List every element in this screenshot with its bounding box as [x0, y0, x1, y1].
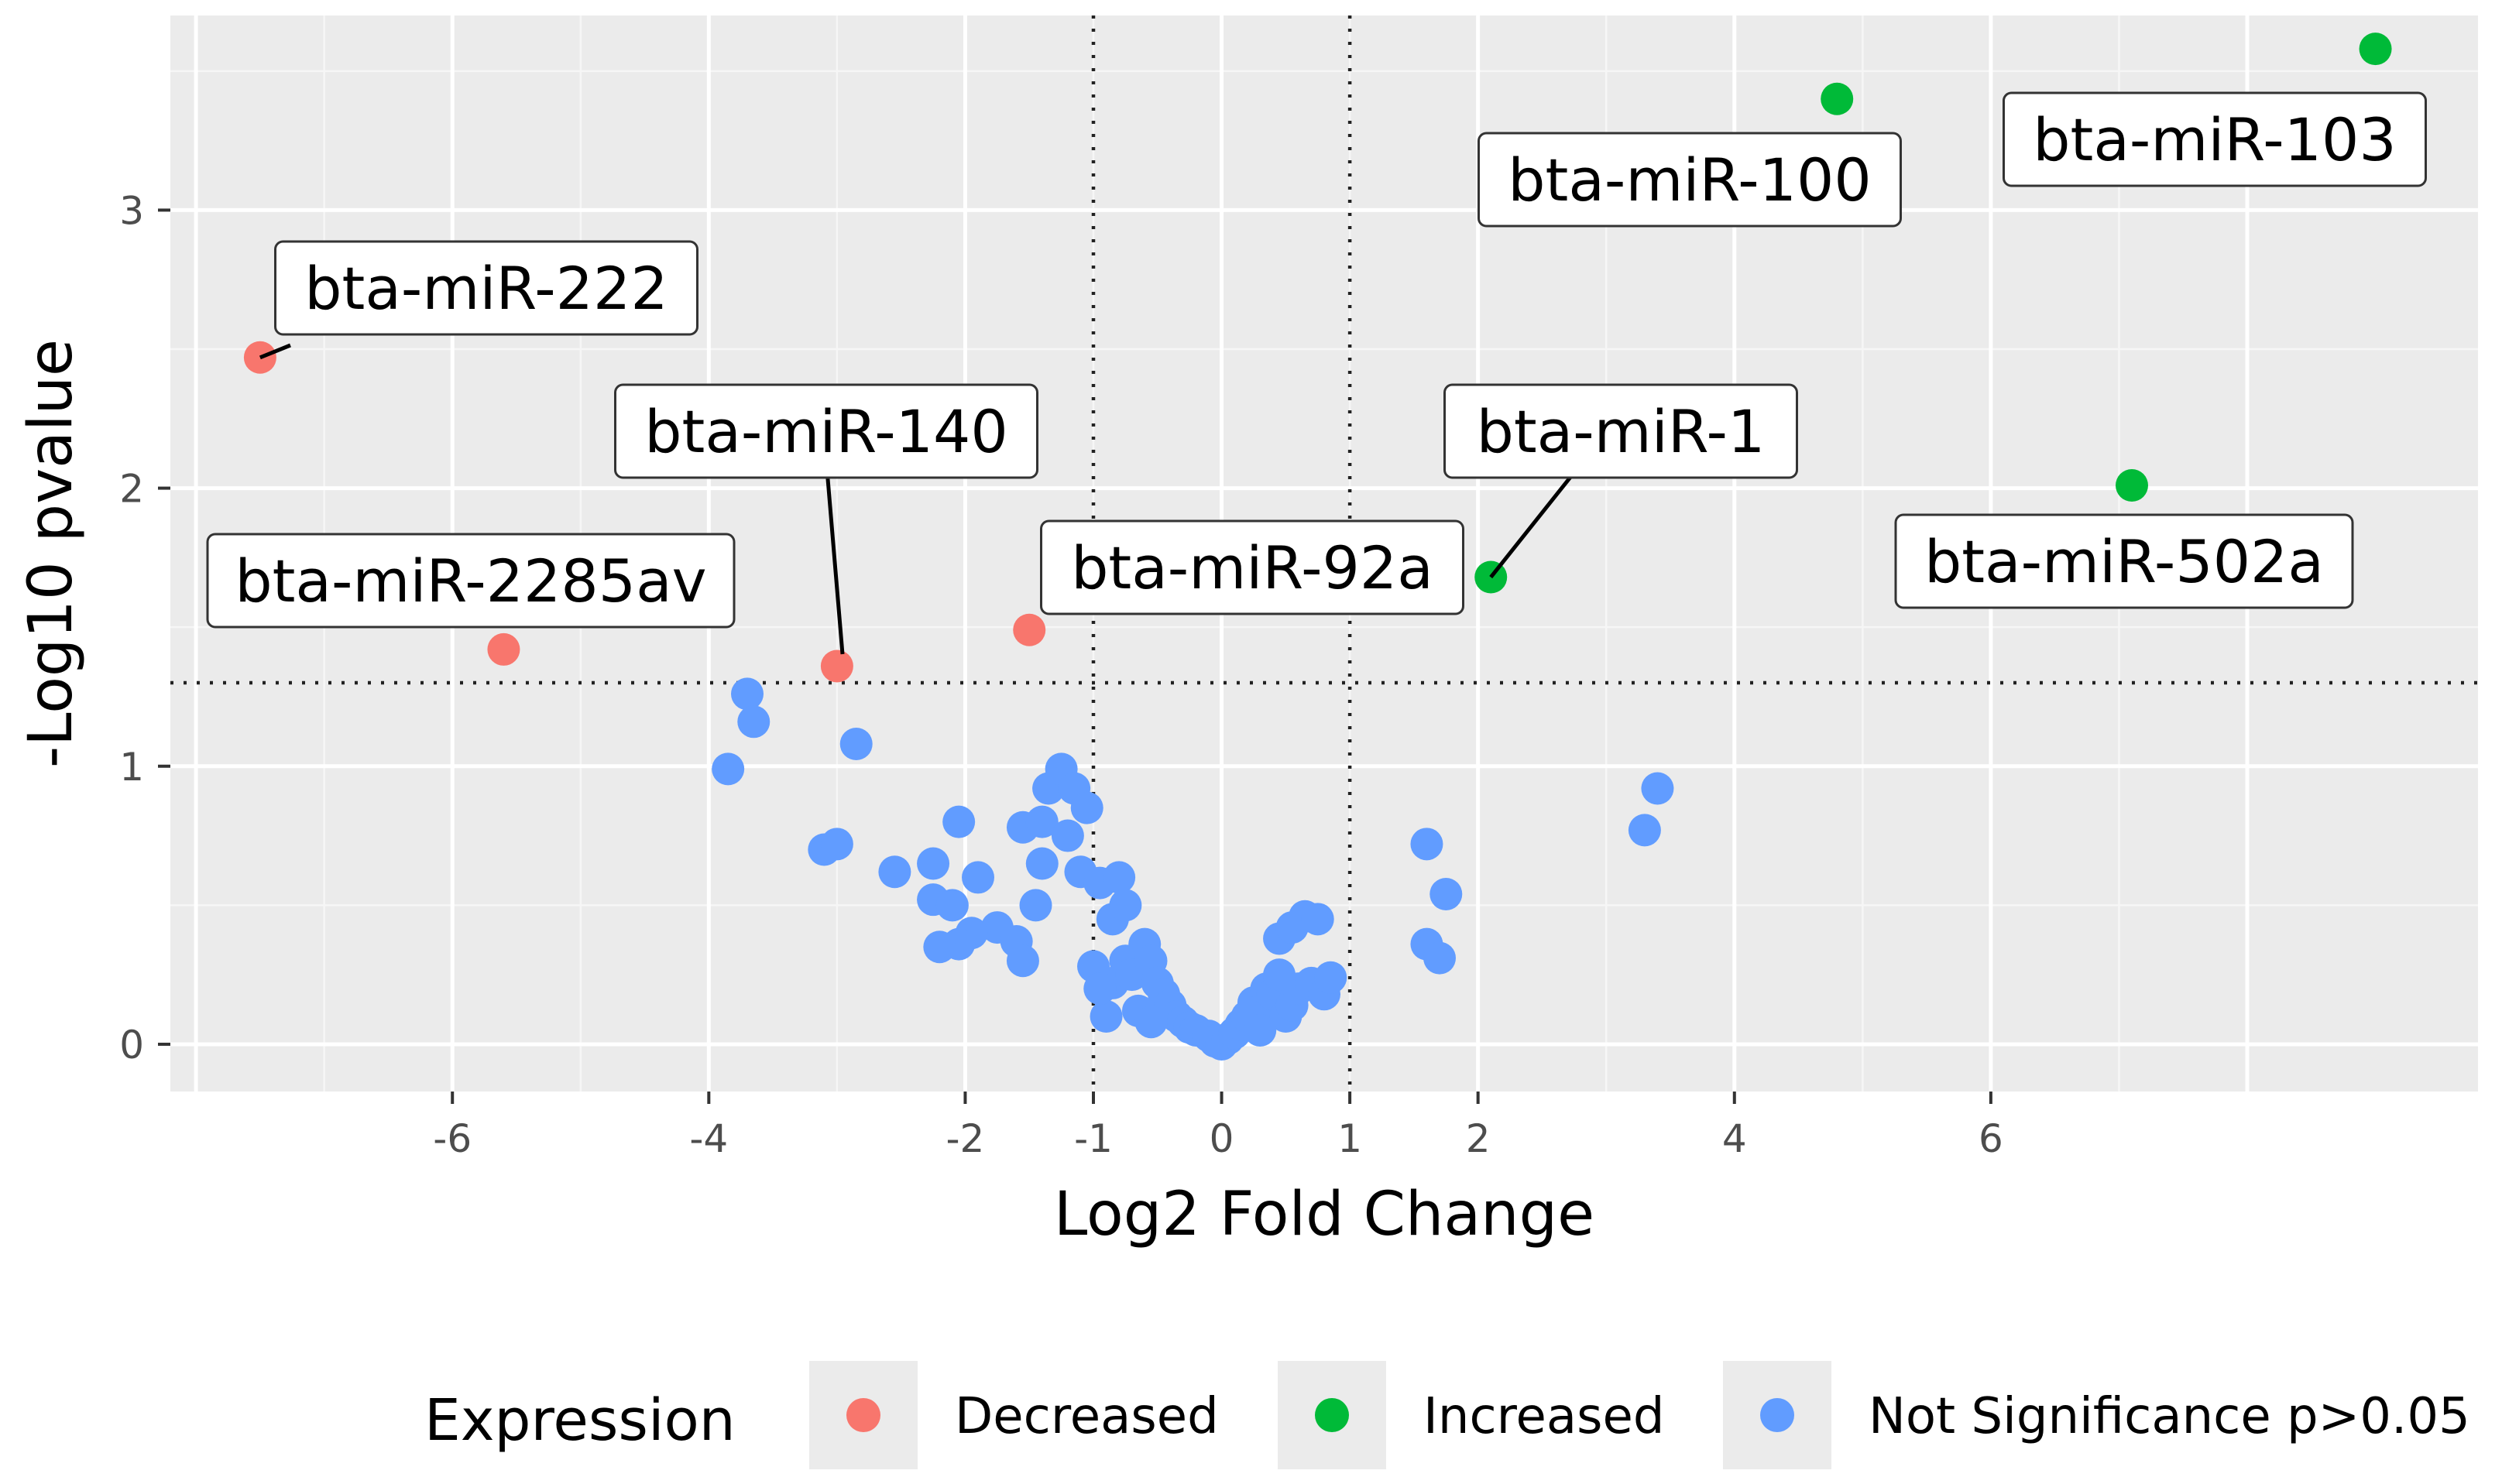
- point-label: bta-miR-502a: [1924, 527, 2324, 596]
- data-point: [737, 705, 771, 739]
- data-point: [1019, 889, 1052, 922]
- data-point: [1109, 889, 1142, 922]
- leader-line: [1489, 459, 1585, 579]
- label-box: [1040, 519, 1464, 615]
- data-point: [712, 752, 745, 786]
- axes: -6 -4 -2 -1 0 1 2 4 6 0 1 2 3: [119, 188, 2003, 1161]
- data-point: [1244, 1013, 1277, 1047]
- point-label: bta-miR-140: [644, 397, 1007, 466]
- data-points: [243, 33, 2392, 1061]
- label-box: [614, 383, 1038, 479]
- label-box: [1443, 383, 1798, 479]
- x-tick-label: -1: [1074, 1116, 1113, 1161]
- leader-line: [824, 460, 845, 655]
- threshold-lines: [170, 15, 2478, 1092]
- data-point: [1821, 82, 1854, 115]
- data-point: [487, 632, 520, 666]
- data-point: [820, 649, 853, 683]
- y-tick-label: 1: [119, 745, 144, 790]
- legend-label-decreased: Decreased: [955, 1388, 1219, 1445]
- data-point: [917, 847, 950, 880]
- legend-key-decreased: [846, 1398, 880, 1432]
- point-label: bta-miR-92a: [1071, 533, 1433, 602]
- data-point: [935, 889, 969, 922]
- data-point: [1025, 805, 1059, 838]
- data-point: [1423, 941, 1456, 975]
- x-tick-label: 6: [1979, 1116, 2003, 1161]
- y-tick-label: 3: [119, 188, 144, 233]
- y-tick-label: 0: [119, 1023, 144, 1068]
- point-labels: bta-miR-222 bta-miR-2285av bta-miR-140 bta-…: [206, 91, 2427, 629]
- minor-gridlines: [170, 15, 2478, 1092]
- data-point: [1103, 861, 1136, 894]
- label-box: [2003, 91, 2427, 187]
- point-label: bta-miR-100: [1508, 146, 1871, 214]
- label-box: [206, 533, 736, 629]
- data-point: [1134, 1006, 1168, 1039]
- y-tick-label: 2: [119, 467, 144, 512]
- legend-label-ns: Not Significance p>0.05: [1869, 1388, 2470, 1445]
- data-point: [1083, 972, 1117, 1006]
- data-point: [1070, 791, 1103, 824]
- data-point: [942, 805, 976, 838]
- legend-label-increased: Increased: [1423, 1388, 1664, 1445]
- label-leader-lines: [259, 343, 1585, 655]
- point-label: bta-miR-2285av: [235, 547, 706, 615]
- data-point: [923, 930, 956, 964]
- data-point: [1301, 903, 1334, 936]
- legend-key-increased: [1315, 1398, 1349, 1432]
- data-point: [1013, 613, 1046, 646]
- x-tick-label: -2: [946, 1116, 985, 1161]
- data-point: [1410, 828, 1443, 861]
- data-point: [1006, 944, 1039, 978]
- legend-title: Expression: [424, 1387, 736, 1454]
- label-box: [1894, 513, 2354, 609]
- x-tick-label: -6: [433, 1116, 472, 1161]
- x-tick-label: 1: [1337, 1116, 1362, 1161]
- point-label: bta-miR-1: [1477, 397, 1766, 466]
- label-box: [274, 240, 698, 336]
- y-axis-title: -Log10 pvalue: [16, 339, 86, 768]
- label-box: [1478, 132, 1902, 228]
- data-point: [878, 855, 911, 889]
- data-point: [1314, 961, 1347, 994]
- x-tick-label: -4: [689, 1116, 728, 1161]
- data-point: [2359, 33, 2392, 66]
- x-tick-label: 2: [1466, 1116, 1491, 1161]
- data-point: [1025, 847, 1059, 880]
- data-point: [2116, 469, 2148, 502]
- x-axis-title: Log2 Fold Change: [1054, 1180, 1594, 1249]
- point-label: bta-miR-222: [304, 254, 668, 323]
- data-point: [962, 861, 994, 894]
- data-point: [1090, 1000, 1123, 1033]
- x-tick-label: 4: [1722, 1116, 1747, 1161]
- data-point: [820, 828, 853, 861]
- legend-key-ns: [1760, 1398, 1794, 1432]
- data-point: [1429, 877, 1463, 910]
- data-point: [839, 728, 873, 761]
- point-label: bta-miR-103: [2033, 105, 2396, 174]
- x-tick-label: 0: [1210, 1116, 1234, 1161]
- data-point: [731, 677, 764, 711]
- legend: Expression Decreased Increased Not Signifi…: [424, 1361, 2470, 1469]
- data-point: [1051, 819, 1084, 852]
- data-point: [1628, 814, 1661, 847]
- leader-line: [259, 343, 291, 360]
- data-point: [1641, 772, 1674, 805]
